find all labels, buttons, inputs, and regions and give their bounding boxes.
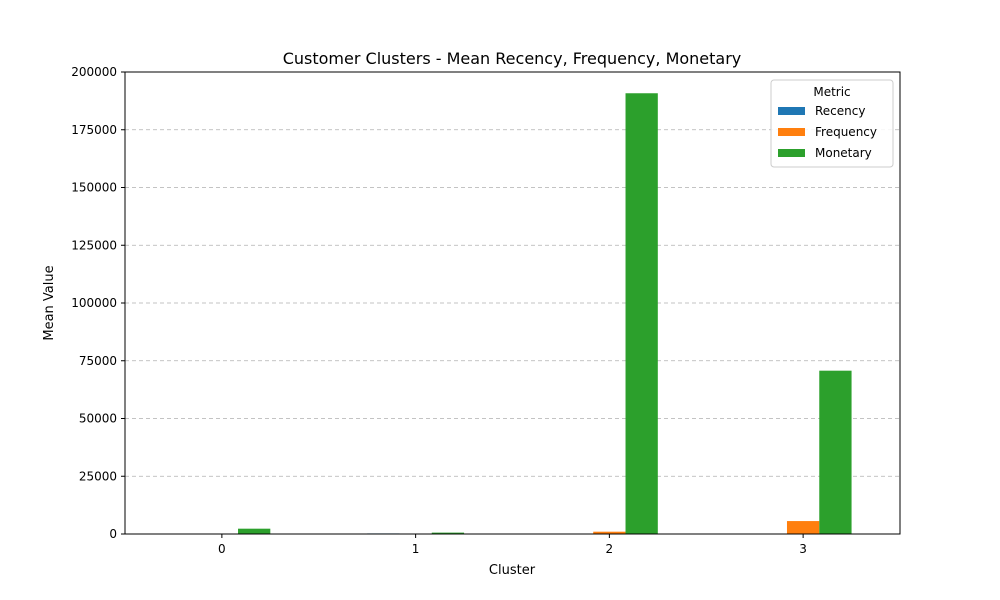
x-tick-label: 3 <box>799 542 807 556</box>
legend-label-frequency: Frequency <box>815 125 877 139</box>
x-tick-label: 0 <box>218 542 226 556</box>
legend-items: Recency Frequency Monetary <box>778 104 877 160</box>
legend-label-recency: Recency <box>815 104 865 118</box>
legend-label-monetary: Monetary <box>815 146 872 160</box>
y-tick-label: 150000 <box>71 181 117 195</box>
chart-title: Customer Clusters - Mean Recency, Freque… <box>283 49 742 68</box>
legend-box <box>770 79 894 168</box>
legend: Metric Recency Frequency Monetary <box>770 79 894 168</box>
x-tick-label: 2 <box>606 542 614 556</box>
y-tick-label: 25000 <box>79 469 117 483</box>
y-axis-label: Mean Value <box>42 265 57 340</box>
x-axis-label: Cluster <box>489 563 536 578</box>
y-tick-label: 100000 <box>71 296 117 310</box>
legend-swatch-frequency <box>778 128 805 136</box>
bar-monetary-cluster-1 <box>431 532 465 534</box>
y-tick-label: 75000 <box>79 354 117 368</box>
bar-monetary-cluster-2 <box>625 93 658 534</box>
y-tick-label: 50000 <box>79 412 117 426</box>
bar-frequency-cluster-3 <box>786 521 820 534</box>
y-tick-label: 125000 <box>71 238 117 252</box>
y-tick-label: 0 <box>109 527 117 541</box>
x-tick-label: 1 <box>412 542 420 556</box>
y-tick-label: 175000 <box>71 123 117 137</box>
bars-group <box>173 93 852 534</box>
y-tick-label: 200000 <box>71 65 117 79</box>
bar-monetary-cluster-3 <box>819 370 852 534</box>
bar-frequency-cluster-2 <box>593 531 626 534</box>
axes: 0 25000 50000 75000 100000 125000 150000 175000… <box>71 65 807 556</box>
bar-monetary-cluster-0 <box>238 528 271 534</box>
legend-title: Metric <box>813 85 850 99</box>
legend-swatch-monetary <box>778 149 805 157</box>
legend-swatch-recency <box>778 107 805 115</box>
